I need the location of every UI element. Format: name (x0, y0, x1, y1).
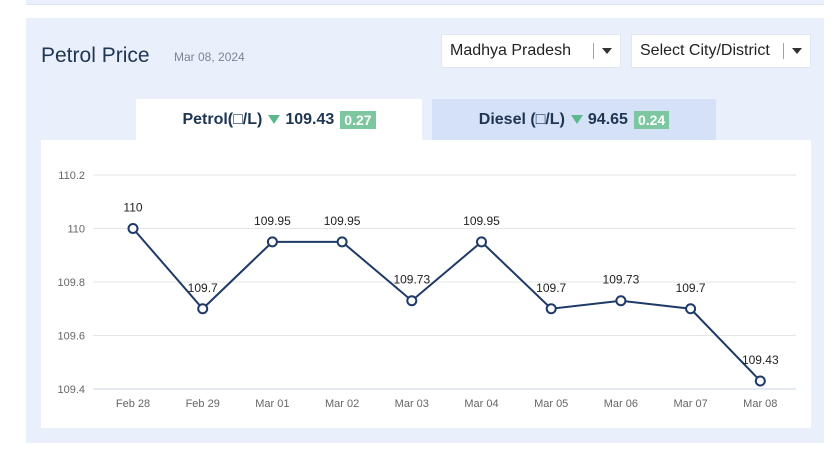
data-label: 109.95 (324, 214, 361, 228)
data-point (754, 375, 766, 387)
x-tick-label: Feb 28 (116, 398, 150, 410)
data-point (406, 295, 418, 307)
select-divider (593, 43, 594, 59)
data-label: 109.95 (254, 214, 291, 228)
series-line (132, 227, 762, 382)
data-point (266, 236, 278, 248)
tab-diesel-price: 94.65 (587, 110, 628, 128)
price-date: Mar 08, 2024 (174, 50, 245, 64)
x-tick-label: Mar 02 (325, 398, 359, 410)
x-tick-label: Mar 03 (395, 398, 429, 410)
tab-diesel[interactable]: Diesel (□/L) 94.65 0.24 (432, 99, 716, 140)
x-tick-label: Mar 08 (743, 398, 777, 410)
x-tick-label: Mar 04 (464, 398, 498, 410)
previous-card-edge (26, 0, 824, 5)
city-select-value: Select City/District (640, 42, 770, 59)
select-divider (783, 43, 784, 59)
data-point (615, 295, 627, 307)
data-label: 109.7 (676, 281, 706, 295)
price-down-icon (570, 115, 583, 124)
tab-petrol[interactable]: Petrol(□/L) 109.43 0.27 (136, 99, 422, 140)
y-tick-label: 109.6 (57, 331, 85, 343)
data-label: 109.95 (463, 214, 500, 228)
x-tick-label: Feb 29 (186, 398, 220, 410)
y-tick-label: 109.4 (57, 384, 85, 396)
chevron-down-icon[interactable] (594, 48, 620, 54)
x-tick-label: Mar 06 (604, 398, 638, 410)
price-chart: 110.2 110 109.8 109.6 109.4 Feb 28 Feb 29 Mar 0… (41, 140, 811, 428)
petrol-price-card: Petrol Price Mar 08, 2024 Madhya Pradesh… (26, 18, 824, 443)
data-point (685, 303, 697, 315)
data-label: 109.73 (393, 273, 430, 287)
data-point (197, 303, 209, 315)
state-select-value: Madhya Pradesh (450, 42, 571, 59)
chevron-down-icon[interactable] (784, 48, 810, 54)
data-label: 109.7 (536, 281, 566, 295)
data-point (476, 236, 487, 248)
x-tick-label: Mar 05 (534, 398, 568, 410)
tab-petrol-label: Petrol(□/L) (182, 110, 263, 128)
data-label: 109.7 (188, 281, 218, 295)
price-down-icon (268, 115, 281, 124)
tab-petrol-change-badge: 0.27 (340, 110, 376, 129)
data-label: 110 (123, 201, 142, 215)
tab-petrol-price: 109.43 (285, 110, 335, 128)
x-tick-label: Mar 07 (673, 398, 707, 410)
data-point (545, 303, 557, 315)
line-chart-svg: 110.2 110 109.8 109.6 109.4 Feb 28 Feb 29 Mar 0… (57, 170, 796, 410)
tab-diesel-change-badge: 0.24 (633, 110, 670, 129)
tab-diesel-label: Diesel (□/L) (478, 110, 565, 128)
data-point (127, 223, 139, 234)
data-label: 109.43 (742, 353, 779, 367)
data-point (336, 236, 348, 248)
y-tick-label: 109.8 (57, 277, 85, 289)
city-select[interactable]: Select City/District (631, 34, 811, 68)
data-label: 109.73 (603, 273, 640, 287)
y-tick-label: 110 (67, 224, 85, 236)
state-select[interactable]: Madhya Pradesh (441, 34, 621, 68)
page-title: Petrol Price (41, 44, 150, 67)
y-tick-label: 110.2 (58, 170, 85, 182)
x-tick-label: Mar 01 (255, 398, 289, 410)
